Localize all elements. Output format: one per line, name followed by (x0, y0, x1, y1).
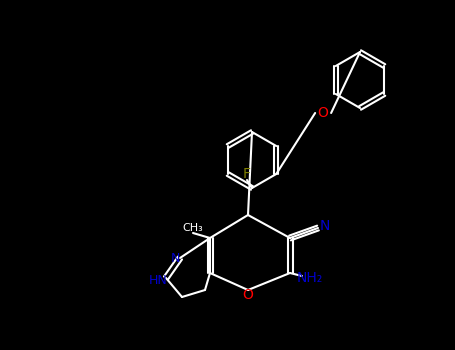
Text: O: O (318, 106, 329, 120)
Text: N: N (320, 219, 330, 233)
Text: N: N (170, 252, 180, 265)
Text: HN: HN (149, 273, 167, 287)
Text: CH₃: CH₃ (182, 223, 203, 233)
Text: F: F (243, 167, 251, 181)
Text: NH₂: NH₂ (297, 271, 323, 285)
Text: O: O (243, 288, 253, 302)
